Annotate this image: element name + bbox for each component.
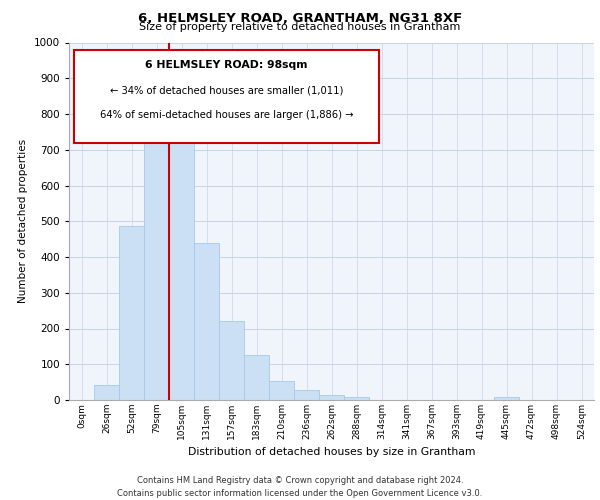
Bar bbox=[244, 355, 269, 400]
Text: Size of property relative to detached houses in Grantham: Size of property relative to detached ho… bbox=[139, 22, 461, 32]
Bar bbox=[319, 394, 344, 400]
Text: 64% of semi-detached houses are larger (1,886) →: 64% of semi-detached houses are larger (… bbox=[100, 110, 353, 120]
Bar bbox=[219, 322, 244, 400]
Bar bbox=[494, 397, 519, 400]
Text: 6 HELMSLEY ROAD: 98sqm: 6 HELMSLEY ROAD: 98sqm bbox=[145, 60, 308, 70]
Bar bbox=[294, 390, 319, 400]
Text: ← 34% of detached houses are smaller (1,011): ← 34% of detached houses are smaller (1,… bbox=[110, 86, 343, 96]
Bar bbox=[194, 244, 219, 400]
Bar bbox=[269, 382, 294, 400]
Bar bbox=[169, 116, 194, 400]
Bar bbox=[94, 384, 119, 400]
Text: 6, HELMSLEY ROAD, GRANTHAM, NG31 8XF: 6, HELMSLEY ROAD, GRANTHAM, NG31 8XF bbox=[138, 12, 462, 26]
Bar bbox=[119, 226, 144, 400]
X-axis label: Distribution of detached houses by size in Grantham: Distribution of detached houses by size … bbox=[188, 448, 475, 458]
Text: Contains HM Land Registry data © Crown copyright and database right 2024.
Contai: Contains HM Land Registry data © Crown c… bbox=[118, 476, 482, 498]
Bar bbox=[144, 132, 169, 400]
Bar bbox=[344, 397, 369, 400]
FancyBboxPatch shape bbox=[74, 50, 379, 142]
Y-axis label: Number of detached properties: Number of detached properties bbox=[18, 139, 28, 304]
